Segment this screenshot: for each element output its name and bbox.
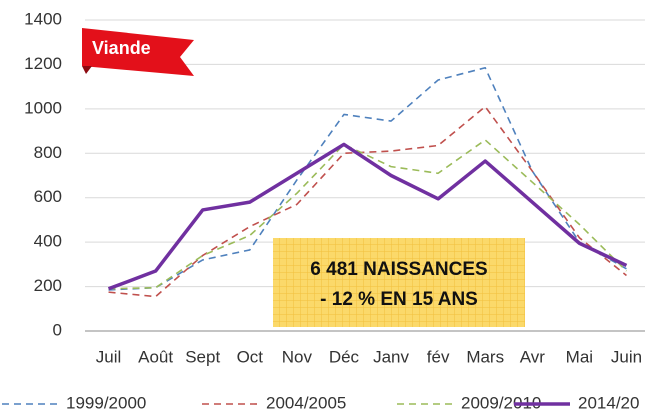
x-tick-label: Mai bbox=[566, 347, 593, 366]
x-tick-label: Oct bbox=[237, 347, 264, 366]
x-tick-label: Avr bbox=[520, 347, 546, 366]
y-tick-label: 400 bbox=[34, 232, 62, 251]
note-box bbox=[273, 238, 525, 327]
y-tick-label: 800 bbox=[34, 143, 62, 162]
y-tick-label: 1000 bbox=[24, 98, 62, 117]
series-line bbox=[108, 105, 627, 298]
plot-area: 0 200 400 600 800 1000 1200 1400 Juil Août Sept Oct… bbox=[24, 9, 645, 366]
legend-label: 1999/2000 bbox=[66, 393, 146, 412]
legend-label: 2004/2005 bbox=[266, 393, 346, 412]
y-tick-label: 600 bbox=[34, 187, 62, 206]
legend-label: 2009/2010 bbox=[461, 393, 541, 412]
x-tick-label: Mars bbox=[466, 347, 504, 366]
banner bbox=[82, 28, 194, 76]
series-line bbox=[108, 139, 628, 290]
banner-label: Viande bbox=[92, 38, 151, 58]
note-line: 6 481 NAISSANCES bbox=[310, 259, 487, 280]
y-tick-label: 1200 bbox=[24, 54, 62, 73]
x-tick-label: Déc bbox=[329, 347, 360, 366]
banner-fold bbox=[82, 66, 92, 74]
y-tick-label: 1400 bbox=[24, 9, 62, 28]
series-line bbox=[108, 66, 627, 291]
y-tick-label: 0 bbox=[53, 320, 62, 339]
legend-label: 2014/20 bbox=[578, 393, 639, 412]
series-line bbox=[107, 142, 628, 291]
x-tick-label: Juin bbox=[611, 347, 642, 366]
note-line: - 12 % EN 15 ANS bbox=[320, 289, 478, 310]
x-tick-label: Août bbox=[138, 347, 173, 366]
x-tick-label: fév bbox=[427, 347, 450, 366]
x-tick-label: Nov bbox=[282, 347, 313, 366]
x-tick-label: Sept bbox=[185, 347, 220, 366]
x-tick-label: Juil bbox=[96, 347, 122, 366]
x-tick-label: Janv bbox=[373, 347, 409, 366]
y-tick-label: 200 bbox=[34, 276, 62, 295]
